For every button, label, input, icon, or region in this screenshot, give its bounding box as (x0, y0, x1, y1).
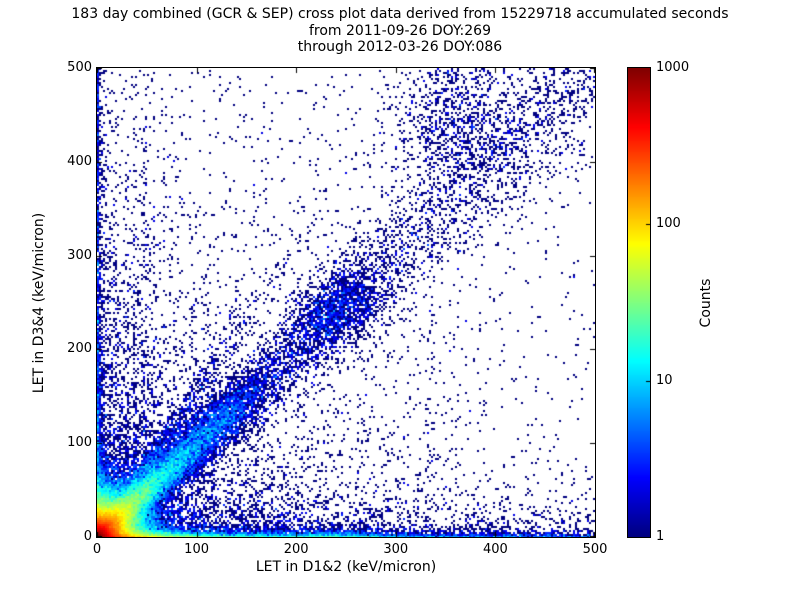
chart-title-line1: 183 day combined (GCR & SEP) cross plot … (71, 6, 729, 22)
colorbar-tick-label: 1 (656, 529, 665, 544)
y-tick-label: 300 (67, 247, 92, 263)
y-tick-label: 200 (67, 341, 92, 357)
y-axis-label: LET in D3&4 (keV/micron) (31, 212, 47, 394)
colorbar-label: Counts (698, 278, 714, 328)
x-tick-label: 0 (92, 542, 102, 557)
colorbar-tick-label: 10 (656, 372, 673, 388)
x-axis-label: LET in D1&2 (keV/micron) (255, 559, 437, 575)
chart-title-line2: from 2011-09-26 DOY:269 (308, 23, 491, 39)
colorbar-gradient (627, 67, 651, 538)
y-tick-label: 0 (83, 529, 92, 544)
x-tick-label: 100 (184, 542, 209, 557)
x-tick-label: 200 (283, 542, 309, 557)
colorbar-tick-label: 100 (656, 216, 681, 232)
x-tick-label: 500 (582, 542, 608, 557)
y-tick-label: 400 (67, 153, 92, 169)
y-tick-label: 100 (67, 435, 92, 451)
x-tick-label: 400 (482, 542, 508, 557)
x-tick-label: 300 (383, 542, 409, 557)
chart-title-line3: through 2012-03-26 DOY:086 (297, 39, 503, 55)
colorbar-tick-label: 1000 (656, 60, 690, 75)
scatter-plot-canvas (96, 67, 596, 538)
y-tick-label: 500 (67, 60, 92, 75)
